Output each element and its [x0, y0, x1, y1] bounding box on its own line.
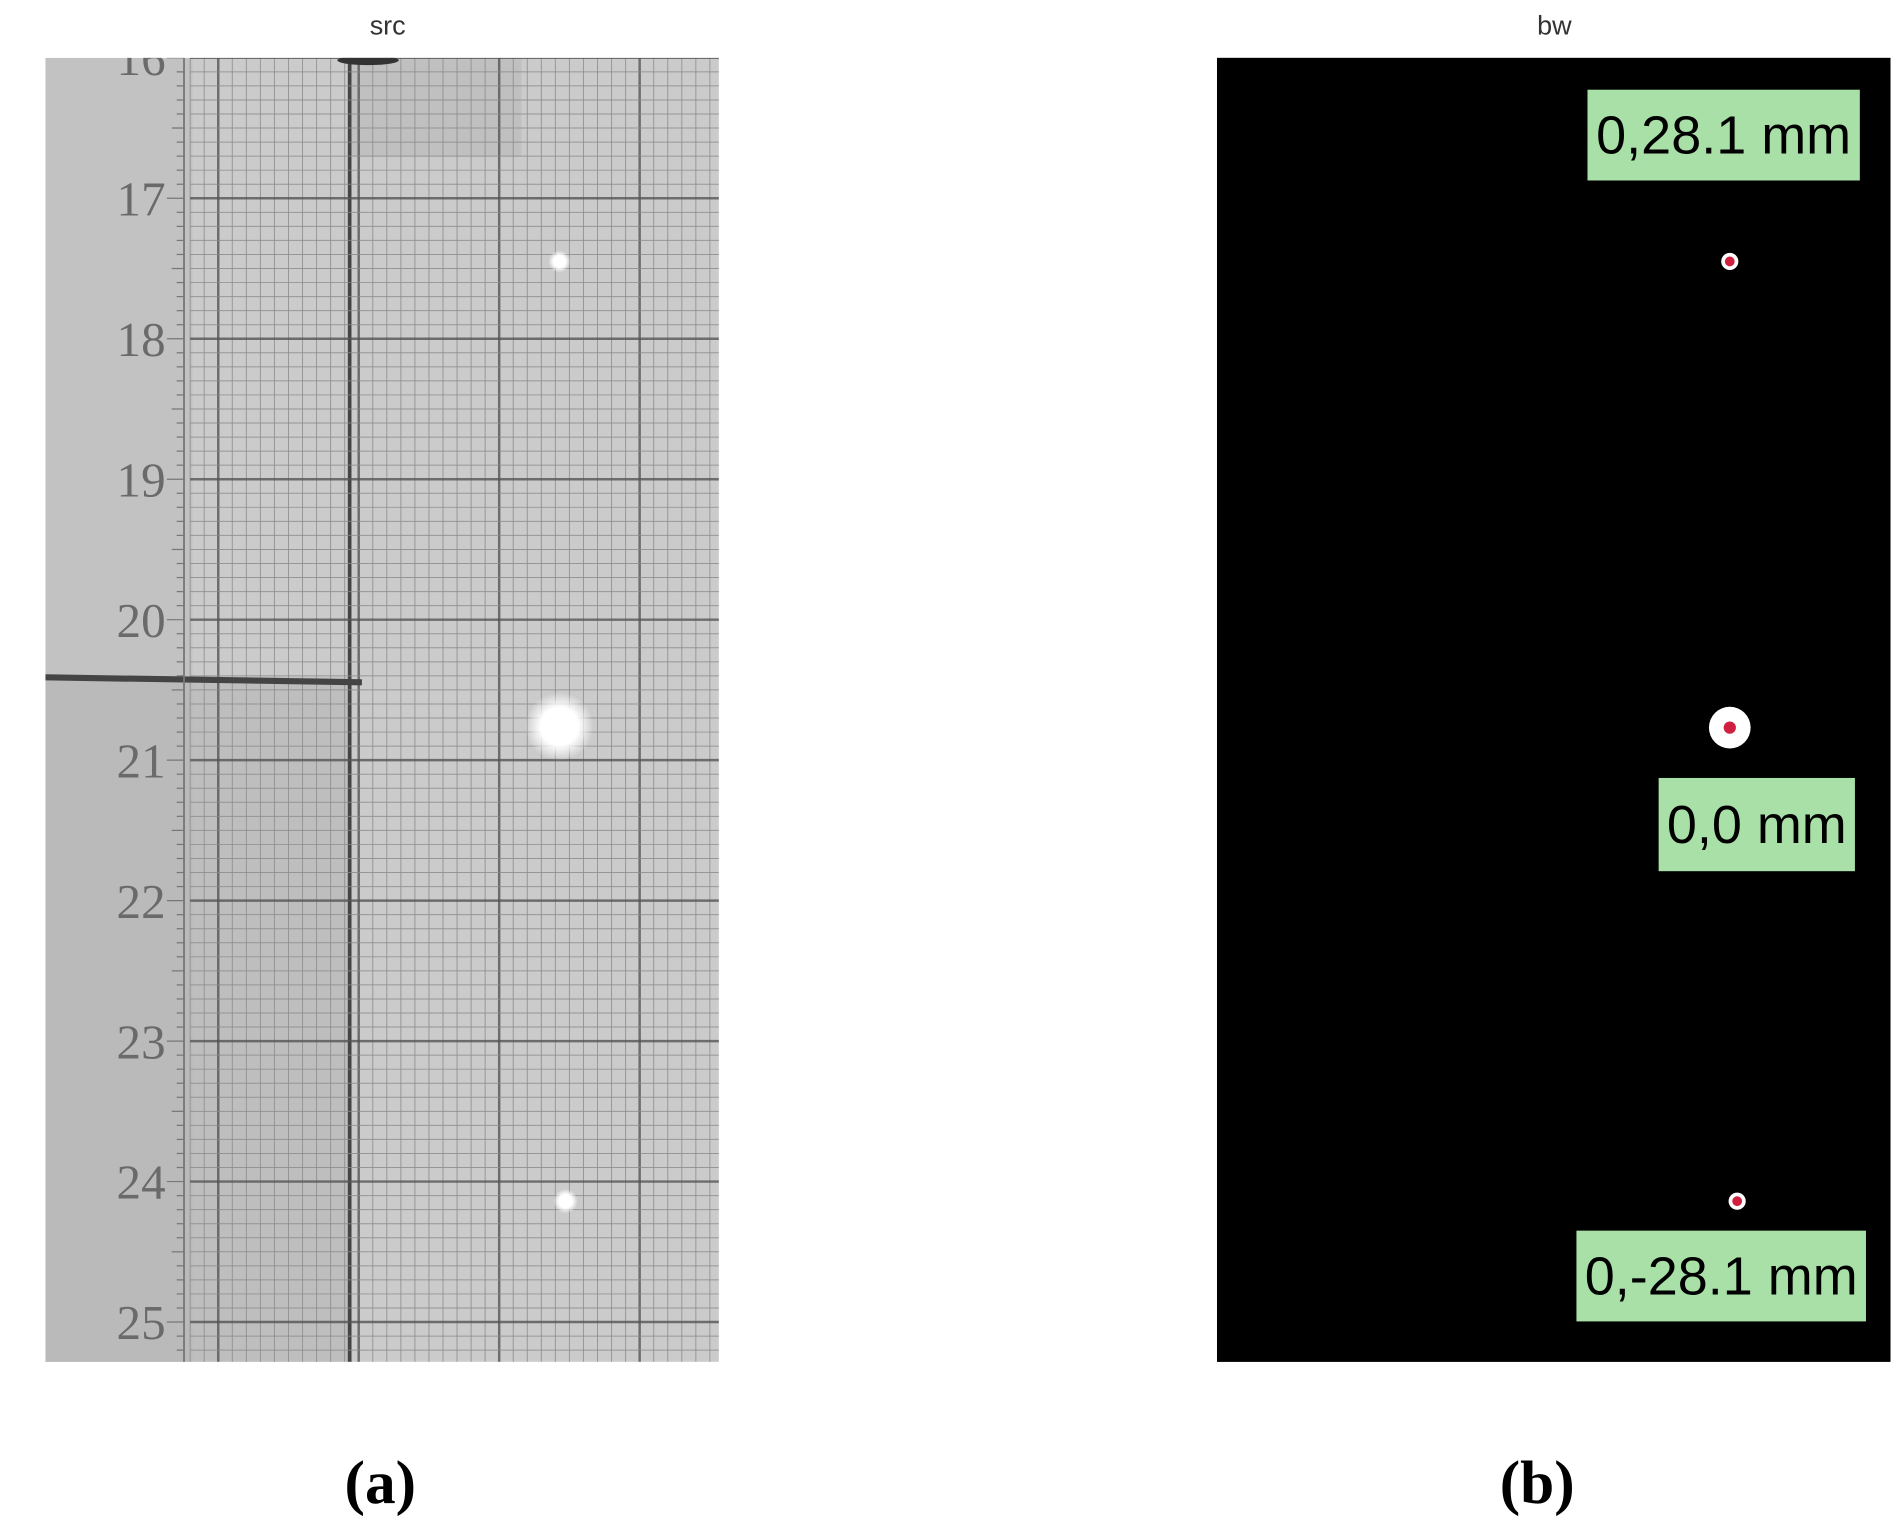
annotation-label: 0,-28.1 mm — [1585, 1246, 1858, 1306]
ruler-label: 23 — [117, 1014, 166, 1069]
annotation-label: 0,0 mm — [1667, 795, 1847, 855]
ruler-label: 25 — [117, 1295, 166, 1350]
ruler-label: 19 — [117, 452, 166, 507]
annotation-label: 0,28.1 mm — [1596, 106, 1851, 166]
panel-title: src — [370, 11, 406, 41]
ruler-label: 18 — [117, 312, 166, 367]
ruler-label: 21 — [117, 733, 166, 788]
caption: (b) — [1500, 1449, 1575, 1517]
annotation-box — [1587, 89, 1860, 181]
binary-image: 0,28.1 mm 0,0 mm 0,-28.1 mm — [1216, 57, 1891, 1362]
ruler-label: 17 — [117, 171, 166, 226]
ruler-label: 16 — [117, 31, 166, 86]
annotation-box — [1658, 777, 1855, 872]
source-image: 16 17 18 19 20 21 22 23 24 25 — [45, 31, 719, 1362]
panel-title: bw — [1537, 11, 1572, 41]
annotation-box — [1576, 1230, 1866, 1322]
caption: (a) — [345, 1449, 417, 1517]
ruler-label: 24 — [117, 1155, 166, 1210]
ruler-label: 20 — [117, 593, 166, 648]
ruler-label: 22 — [117, 874, 166, 929]
